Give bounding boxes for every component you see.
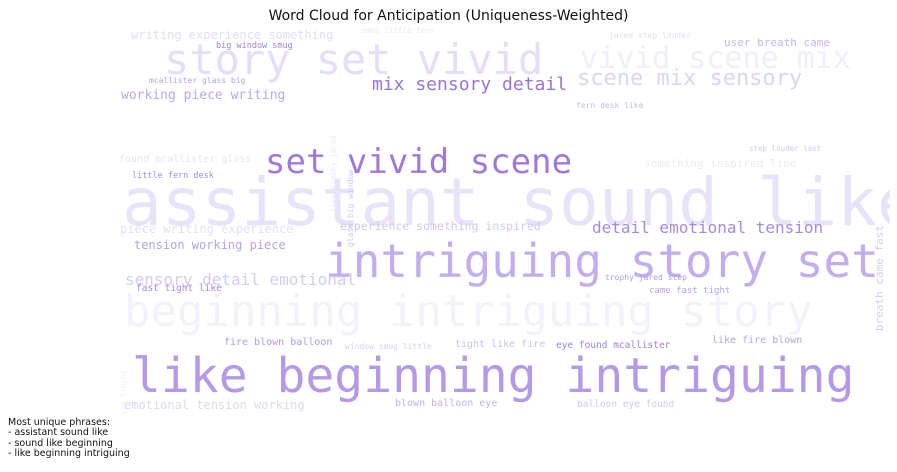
word-cloud-phrase: breath came fast	[873, 224, 886, 331]
word-cloud-phrase: fast tight like	[136, 283, 222, 294]
word-cloud-phrase: set vivid scene	[265, 142, 573, 182]
word-cloud-phrase: eye found mcallister	[556, 340, 671, 351]
unique-phrases-box: Most unique phrases: - assistant sound l…	[8, 417, 130, 460]
word-cloud-phrase: something inspired line	[644, 157, 797, 170]
word-cloud-phrase: intriguing story set	[325, 234, 879, 288]
word-cloud-phrase: big window smug	[216, 41, 293, 51]
word-cloud-phrase: working piece writing	[121, 88, 286, 103]
word-cloud-phrase: like fire blown	[712, 335, 803, 346]
word-cloud-phrase: jared step louder	[609, 31, 691, 40]
word-cloud-phrase: scene mix sensory	[577, 66, 803, 91]
word-cloud-phrase: mix sensory detail	[372, 74, 568, 95]
word-cloud-phrase: balloon eye found	[577, 399, 675, 410]
word-cloud-phrase: sensory detail emotional	[125, 270, 357, 289]
word-cloud-phrase: step louder last	[749, 144, 822, 153]
word-cloud: assistant sound like like beginning intri…	[112, 25, 890, 415]
word-cloud-phrase: detail emotional tension	[592, 218, 824, 237]
word-cloud-phrase: writing experience something	[131, 28, 334, 42]
word-cloud-phrase: fire blown balloon	[224, 337, 333, 348]
word-cloud-phrase: story set vivid	[164, 35, 544, 84]
word-cloud-phrase: assistant sound like	[122, 164, 890, 241]
word-cloud-phrase: came fast tight	[649, 286, 731, 296]
word-cloud-phrase: smug little fern	[362, 26, 435, 35]
word-cloud-phrase: like beginning intriguing	[132, 348, 855, 404]
unique-phrase-1: - assistant sound like	[8, 427, 109, 439]
word-cloud-phrase: emotional tension working	[124, 398, 305, 412]
word-cloud-phrase: blown balloon eye	[395, 398, 498, 409]
word-cloud-phrase: little fern desk	[132, 171, 214, 181]
unique-phrases-heading: Most unique phrases:	[8, 417, 111, 428]
word-cloud-phrase: user breath came	[724, 36, 830, 49]
word-cloud-phrase: like trophy jared	[329, 134, 338, 212]
word-cloud-phrase: tight like fire	[455, 339, 546, 350]
chart-title: Word Cloud for Anticipation (Uniqueness-…	[268, 8, 629, 24]
unique-phrase-3: - like beginning intriguing	[8, 448, 130, 460]
word-cloud-phrase: tension working piece	[134, 238, 286, 252]
word-cloud-phrase: piece writing experience	[120, 222, 294, 236]
word-cloud-phrase: experience something inspired	[340, 219, 541, 233]
word-cloud-phrase: found mcallister glass	[119, 154, 252, 165]
word-cloud-phrase: glass big window	[346, 169, 355, 247]
word-cloud-phrase: fern desk like	[576, 101, 644, 110]
word-cloud-phrase: trophy jared step	[605, 273, 687, 282]
word-cloud-phrase: mcallister glass big	[149, 76, 246, 85]
word-cloud-phrase: window smug little	[345, 342, 432, 351]
word-cloud-phrase: vivid scene mix	[580, 41, 851, 76]
unique-phrase-2: - sound like beginning	[8, 437, 113, 449]
word-cloud-phrase: desk like trophy	[119, 369, 128, 415]
word-cloud-phrase: beginning intriguing story	[124, 286, 813, 337]
